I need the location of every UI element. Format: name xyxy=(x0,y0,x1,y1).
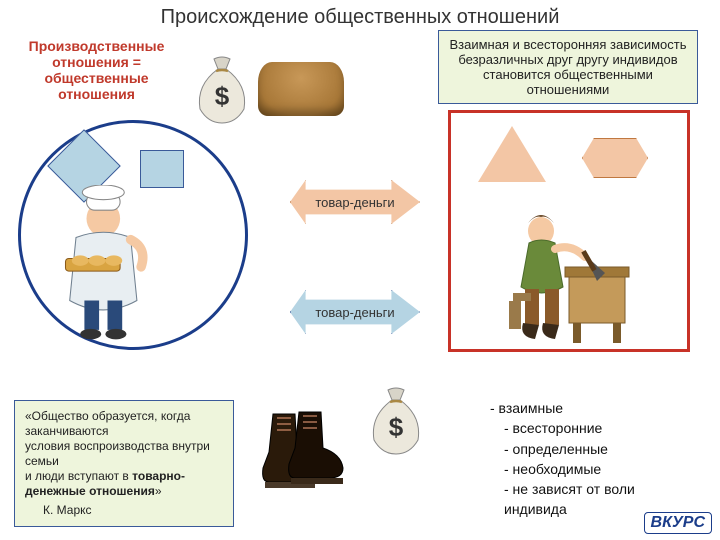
baker-figure xyxy=(55,185,160,340)
quote-line: «Общество образуется, когда заканчиваютс… xyxy=(25,409,223,439)
quote-line: условия воспроизводства внутри семьи xyxy=(25,439,223,469)
cobbler-figure xyxy=(505,195,645,345)
svg-text:$: $ xyxy=(215,81,230,111)
blue-square-shape xyxy=(140,150,184,188)
money-bag-icon: $ xyxy=(366,386,426,456)
boots-icon xyxy=(255,408,351,494)
bread-icon xyxy=(258,62,344,116)
bullet-list: - взаимные - всесторонние - определенные… xyxy=(490,398,700,520)
svg-text:$: $ xyxy=(389,412,404,442)
peach-triangle-shape xyxy=(478,126,546,182)
bullet-item: - взаимные xyxy=(490,398,700,418)
logo-badge: ВКУРС xyxy=(644,512,712,534)
quote-box: «Общество образуется, когда заканчиваютс… xyxy=(14,400,234,527)
peach-hexagon-shape xyxy=(582,138,648,178)
quote-line: и люди вступают в товарно-денежные отнош… xyxy=(25,469,223,499)
arrow-top: товар-деньги xyxy=(290,180,420,224)
arrow-bottom: товар-деньги xyxy=(290,290,420,334)
money-bag-icon: $ xyxy=(192,55,252,125)
quote-author: К. Маркс xyxy=(25,503,223,518)
left-heading: Производственные отношения = общественны… xyxy=(14,38,179,102)
bullet-item: - определенные xyxy=(490,439,700,459)
bullet-item: - необходимые xyxy=(490,459,700,479)
arrow-bottom-label: товар-деньги xyxy=(315,305,394,320)
arrow-top-label: товар-деньги xyxy=(315,195,394,210)
page-title: Происхождение общественных отношений xyxy=(0,6,720,29)
right-callout-box: Взаимная и всесторонняя зависимость безр… xyxy=(438,30,698,104)
bullet-item: - всесторонние xyxy=(490,418,700,438)
